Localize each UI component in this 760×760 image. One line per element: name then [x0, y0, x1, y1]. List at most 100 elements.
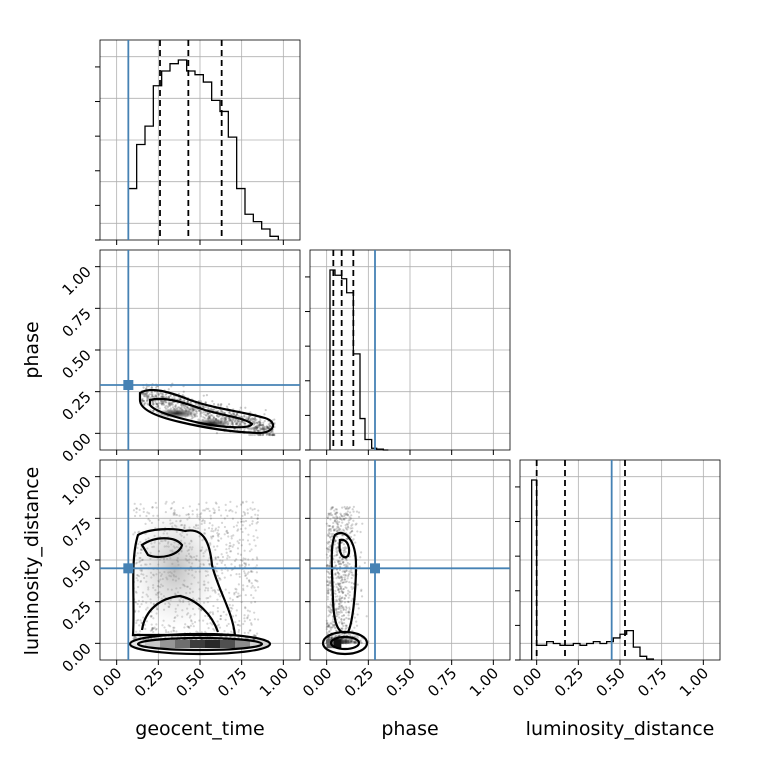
scatter-point — [348, 638, 352, 641]
scatter-point — [330, 636, 333, 640]
scatter-point — [181, 403, 184, 406]
scatter-point — [352, 641, 355, 644]
scatter-point — [328, 535, 332, 539]
scatter-point — [155, 403, 159, 406]
scatter-point — [345, 640, 348, 644]
scatter-point — [347, 514, 350, 517]
scatter-point — [334, 627, 337, 630]
scatter-point — [340, 605, 343, 608]
scatter-point — [347, 640, 351, 643]
scatter-point — [332, 529, 336, 532]
scatter-point — [270, 431, 273, 434]
scatter-point — [329, 544, 332, 547]
scatter-point — [168, 404, 171, 408]
scatter-point — [334, 573, 337, 576]
scatter-point — [256, 426, 259, 429]
scatter-point — [342, 546, 345, 550]
scatter-point — [179, 398, 182, 401]
scatter-point — [179, 398, 182, 401]
scatter-point — [255, 427, 258, 430]
scatter-point — [341, 622, 344, 625]
scatter-point — [334, 520, 337, 523]
scatter-point — [231, 421, 234, 424]
scatter-point — [334, 539, 337, 543]
scatter-point — [162, 395, 166, 398]
scatter-point — [145, 394, 148, 397]
scatter-point — [251, 584, 254, 587]
scatter-point — [142, 399, 145, 402]
scatter-point — [199, 515, 202, 519]
scatter-point — [348, 591, 351, 594]
scatter-point — [189, 624, 192, 627]
scatter-point — [338, 633, 341, 636]
scatter-point — [328, 532, 331, 535]
scatter-point — [233, 591, 236, 595]
scatter-point — [344, 526, 347, 529]
scatter-point — [333, 528, 336, 531]
scatter-point — [328, 562, 332, 565]
scatter-point — [331, 636, 334, 639]
scatter-point — [271, 430, 274, 433]
scatter-point — [326, 595, 329, 598]
scatter-point — [169, 403, 173, 406]
scatter-point — [338, 517, 341, 520]
scatter-point — [326, 589, 329, 592]
scatter-point — [145, 620, 149, 623]
scatter-point — [334, 608, 337, 611]
scatter-point — [344, 642, 347, 645]
scatter-point — [202, 519, 205, 522]
scatter-point — [263, 425, 266, 429]
scatter-point — [251, 417, 254, 420]
scatter-point — [160, 395, 163, 398]
scatter-point — [229, 413, 232, 416]
scatter-point — [152, 403, 155, 406]
scatter-point — [145, 395, 148, 398]
scatter-point — [348, 506, 351, 509]
scatter-point — [250, 428, 253, 431]
scatter-point — [217, 535, 220, 538]
scatter-point — [230, 630, 233, 633]
scatter-point — [151, 400, 155, 404]
x-tick-label: 0.75 — [634, 664, 670, 700]
scatter-point — [341, 641, 344, 644]
truth-marker — [123, 563, 134, 574]
scatter-point — [151, 410, 154, 413]
scatter-point — [229, 417, 232, 420]
scatter-point — [180, 404, 183, 407]
scatter-point — [340, 576, 343, 579]
scatter-point — [343, 529, 346, 532]
scatter-point — [251, 417, 255, 420]
scatter-point — [253, 433, 256, 437]
scatter-point — [253, 422, 256, 425]
scatter-point — [342, 618, 346, 622]
scatter-point — [231, 598, 234, 601]
scatter-point — [341, 558, 344, 561]
scatter-point — [248, 629, 251, 632]
scatter-point — [167, 631, 170, 634]
scatter-point — [241, 530, 244, 534]
scatter-point — [336, 523, 340, 526]
scatter-point — [345, 624, 348, 628]
scatter-point — [327, 580, 330, 583]
density-cell — [220, 640, 239, 648]
scatter-point — [328, 610, 331, 613]
scatter-point — [248, 618, 252, 622]
scatter-point — [341, 641, 345, 644]
scatter-point — [327, 572, 331, 575]
scatter-point — [348, 532, 352, 535]
scatter-point — [342, 640, 345, 643]
scatter-point — [269, 425, 272, 428]
scatter-point — [336, 553, 339, 557]
scatter-point — [254, 428, 257, 431]
scatter-point — [343, 637, 346, 640]
scatter-point — [336, 535, 339, 538]
scatter-point — [190, 417, 193, 420]
scatter-point — [335, 521, 338, 524]
scatter-point — [187, 625, 190, 629]
scatter-point — [338, 516, 341, 519]
scatter-point — [235, 609, 238, 612]
scatter-point — [223, 517, 226, 520]
scatter-point — [211, 613, 215, 616]
scatter-point — [327, 550, 330, 553]
x-tick-label: 0.75 — [424, 664, 460, 700]
